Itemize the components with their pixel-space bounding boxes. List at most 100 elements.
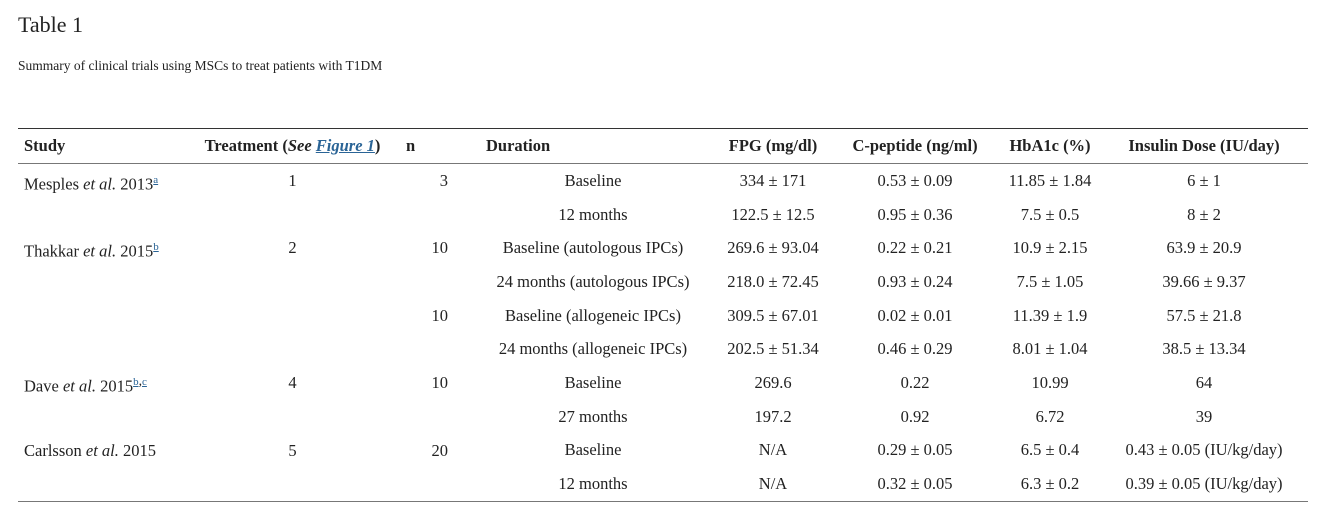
table-caption: Summary of clinical trials using MSCs to… bbox=[18, 58, 383, 73]
fpg-cell: 269.6 bbox=[754, 372, 792, 392]
treatment-cell: 5 bbox=[288, 440, 297, 460]
row: Thakkar et al. 2015b 2 10 Baseline (autolog… bbox=[18, 231, 1308, 265]
header-cell: HbA1c (%) bbox=[1000, 128, 1100, 164]
treatment-cell: 2 bbox=[288, 238, 297, 258]
hba1c-cell: 7.5 ± 1.05 bbox=[1016, 271, 1084, 291]
header-cell: C-peptide (ng/ml) bbox=[830, 128, 1000, 164]
fpg-cell: N/A bbox=[758, 440, 788, 460]
c-peptide-cell: 0.92 bbox=[900, 406, 930, 426]
fpg-cell: 122.5 ± 12.5 bbox=[731, 204, 815, 224]
et-al: et al. bbox=[85, 440, 119, 460]
table-body: Mesples et al. 2013a 1 3 Baseline 334 ± 171 0… bbox=[18, 164, 1308, 502]
c-peptide-cell: 0.53 ± 0.09 bbox=[877, 170, 953, 190]
footnotes: b bbox=[153, 238, 159, 253]
footnotes: a bbox=[153, 171, 158, 186]
hba1c-cell: 6.72 bbox=[1035, 406, 1065, 426]
header-cell: Duration bbox=[470, 128, 716, 164]
hba1c-cell: 8.01 ± 1.04 bbox=[1012, 339, 1088, 359]
duration-cell: 12 months bbox=[558, 204, 628, 224]
c-peptide-cell: 0.93 ± 0.24 bbox=[877, 271, 953, 291]
insulin-dose-cell: 64 bbox=[1195, 372, 1213, 392]
footnote-link[interactable]: b bbox=[133, 376, 139, 389]
footnote-link[interactable]: b bbox=[153, 241, 159, 254]
year: 2015 bbox=[120, 241, 154, 261]
study-cell: Dave et al. 2015b,c bbox=[18, 366, 185, 433]
fpg-cell: 269.6 ± 93.04 bbox=[727, 238, 819, 258]
study-cell: Carlsson et al. 2015 bbox=[18, 434, 185, 502]
treatment-cell: 4 bbox=[288, 373, 297, 393]
n-cell: 10 bbox=[431, 373, 449, 393]
author: Dave bbox=[24, 376, 59, 396]
duration-cell: 12 months bbox=[558, 474, 628, 494]
hba1c-cell: 7.5 ± 0.5 bbox=[1020, 204, 1080, 224]
year: 2015 bbox=[123, 440, 156, 460]
fpg-cell: 309.5 ± 67.01 bbox=[727, 305, 819, 325]
duration-cell: 24 months (allogeneic IPCs) bbox=[498, 339, 688, 359]
row: Mesples et al. 2013a 1 3 Baseline 334 ± 171 0… bbox=[18, 164, 1308, 198]
row: 24 months (autologous IPCs) 218.0 ± 72.45… bbox=[18, 265, 1308, 299]
fpg-cell: N/A bbox=[758, 474, 788, 494]
study-cell: Thakkar et al. 2015b bbox=[18, 231, 185, 366]
header-row: Study Treatment (See Figure 1) n Duratio… bbox=[18, 128, 1308, 164]
header-cell: Insulin Dose (IU/day) bbox=[1100, 128, 1308, 164]
n-cell: 3 bbox=[439, 171, 448, 190]
row: 12 months 122.5 ± 12.5 0.95 ± 0.36 7.5 ± 0.… bbox=[18, 198, 1308, 232]
author: Mesples bbox=[24, 174, 79, 194]
c-peptide-cell: 0.29 ± 0.05 bbox=[877, 440, 953, 460]
duration-cell: 24 months (autologous IPCs) bbox=[496, 271, 690, 291]
row: 27 months 197.2 0.92 6.72 39 bbox=[18, 400, 1308, 434]
header-text: ) bbox=[374, 136, 381, 155]
insulin-dose-cell: 8 ± 2 bbox=[1187, 204, 1221, 224]
footnote-link[interactable]: c bbox=[142, 376, 147, 389]
header-cell: n bbox=[400, 128, 470, 164]
insulin-dose-cell: 6 ± 1 bbox=[1187, 170, 1221, 190]
c-peptide-cell: 0.46 ± 0.29 bbox=[877, 339, 953, 359]
row: 12 months N/A 0.32 ± 0.05 6.3 ± 0.2 0.39 ± 0… bbox=[18, 467, 1308, 501]
hba1c-cell: 10.9 ± 2.15 bbox=[1012, 238, 1088, 258]
insulin-dose-cell: 57.5 ± 21.8 bbox=[1166, 305, 1242, 325]
treatment-cell: 1 bbox=[288, 171, 297, 190]
c-peptide-cell: 0.22 bbox=[900, 372, 930, 392]
author: Thakkar bbox=[24, 241, 79, 261]
c-peptide-cell: 0.22 ± 0.21 bbox=[877, 238, 953, 258]
duration-cell: Baseline bbox=[564, 170, 622, 190]
duration-cell: Baseline (allogeneic IPCs) bbox=[505, 305, 681, 325]
table-title: Table 1 bbox=[18, 12, 84, 37]
figure-link[interactable]: Figure 1 bbox=[315, 136, 375, 155]
c-peptide-cell: 0.95 ± 0.36 bbox=[877, 204, 953, 224]
insulin-dose-cell: 63.9 ± 20.9 bbox=[1166, 238, 1242, 258]
duration-cell: Baseline (autologous IPCs) bbox=[502, 238, 684, 258]
footnotes: b,c bbox=[133, 373, 147, 388]
row: 24 months (allogeneic IPCs) 202.5 ± 51.34… bbox=[18, 332, 1308, 366]
insulin-dose-cell: 0.39 ± 0.05 (IU/kg/day) bbox=[1125, 474, 1283, 494]
header-text: Treatment ( bbox=[204, 136, 288, 155]
et-al: et al. bbox=[83, 174, 117, 194]
et-al: et al. bbox=[62, 376, 96, 396]
note-separator: , bbox=[138, 373, 143, 389]
n-cell: 10 bbox=[431, 238, 449, 258]
fpg-cell: 334 ± 171 bbox=[739, 170, 807, 190]
hba1c-cell: 11.85 ± 1.84 bbox=[1008, 170, 1092, 190]
footnote-link[interactable]: a bbox=[153, 174, 159, 186]
row: 10 Baseline (allogeneic IPCs) 309.5 ± 67.0… bbox=[18, 299, 1308, 333]
table: Study Treatment (See Figure 1) n Duratio… bbox=[18, 128, 1308, 502]
et-al: et al. bbox=[83, 241, 117, 261]
n-cell: 10 bbox=[431, 305, 449, 325]
insulin-dose-cell: 38.5 ± 13.34 bbox=[1162, 339, 1246, 359]
duration-cell: Baseline bbox=[564, 372, 622, 392]
hba1c-cell: 10.99 bbox=[1031, 372, 1069, 392]
c-peptide-cell: 0.32 ± 0.05 bbox=[877, 474, 953, 494]
insulin-dose-cell: 39 bbox=[1195, 406, 1213, 426]
study-cell: Mesples et al. 2013a bbox=[18, 164, 185, 232]
year: 2013 bbox=[120, 174, 154, 194]
c-peptide-cell: 0.02 ± 0.01 bbox=[877, 305, 953, 325]
hba1c-cell: 6.5 ± 0.4 bbox=[1020, 440, 1080, 460]
n-cell: 20 bbox=[431, 440, 449, 460]
insulin-dose-cell: 39.66 ± 9.37 bbox=[1162, 271, 1246, 291]
row: Carlsson et al. 2015 5 20 Baseline N/A 0.29 ±… bbox=[18, 434, 1308, 468]
header-cell: FPG (mg/dl) bbox=[716, 128, 830, 164]
hba1c-cell: 6.3 ± 0.2 bbox=[1020, 474, 1080, 494]
table-head: Study Treatment (See Figure 1) n Duratio… bbox=[18, 128, 1308, 164]
header-cell: Study bbox=[18, 128, 185, 164]
